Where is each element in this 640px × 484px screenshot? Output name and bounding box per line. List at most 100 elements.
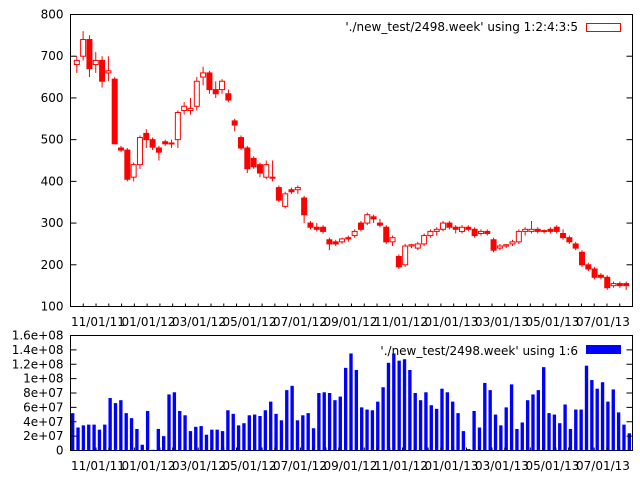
- candle-body-rising: [193, 80, 200, 107]
- candle: [269, 160, 276, 182]
- candle-body-rising: [263, 164, 270, 178]
- candle-body-falling: [162, 141, 169, 145]
- volume-bar: [301, 415, 305, 451]
- volume-bar: [220, 431, 225, 451]
- volume-bar: [242, 423, 246, 451]
- candle: [339, 237, 346, 244]
- candle: [357, 220, 364, 232]
- candle-body-falling: [332, 241, 339, 245]
- candle-body-rising: [351, 230, 358, 237]
- volume-bar: [113, 403, 118, 451]
- candle-body-falling: [345, 237, 352, 240]
- volume-bar: [504, 407, 508, 451]
- candle-body-rising: [402, 245, 409, 266]
- candle-body-falling: [99, 59, 106, 82]
- volume-legend-label: './new_test/2498.week' using 1:6: [380, 344, 578, 358]
- candle-body-falling: [547, 228, 554, 232]
- candle-body-rising: [219, 80, 226, 91]
- candle-body-falling: [313, 226, 320, 230]
- volume-y-tick-label: 0: [56, 444, 64, 458]
- candle-body-falling: [446, 222, 453, 228]
- candle-body-falling: [370, 216, 377, 220]
- volume-bar: [584, 365, 589, 451]
- volume-bar: [71, 413, 75, 451]
- candle: [553, 225, 560, 234]
- volume-bar: [472, 410, 476, 451]
- candle: [193, 77, 200, 111]
- candle: [256, 162, 263, 178]
- volume-bar: [151, 449, 155, 451]
- candle: [332, 239, 339, 247]
- volume-y-tick-label: 1.2e+08: [12, 357, 64, 371]
- candle-body-rising: [440, 222, 447, 230]
- volume-bar: [525, 400, 530, 451]
- candle-body-rising: [477, 230, 484, 235]
- volume-bar: [568, 428, 573, 451]
- candle-body-rising: [130, 164, 137, 178]
- candlestick-plot-frame: [70, 14, 633, 307]
- candle: [212, 81, 219, 98]
- volume-x-tick-label: 03/01/12: [172, 459, 226, 473]
- volume-bar: [434, 408, 439, 451]
- candle: [389, 235, 396, 247]
- volume-x-tick-label: 05/01/12: [223, 459, 277, 473]
- candle: [490, 237, 497, 253]
- candle: [572, 241, 579, 251]
- candle: [174, 110, 181, 148]
- candlestick-x-tick-label: 07/01/12: [273, 315, 327, 329]
- candle-body-rising: [282, 193, 289, 207]
- candlestick-x-tick-label: 01/01/13: [425, 315, 479, 329]
- volume-bar: [360, 407, 364, 451]
- candle: [528, 220, 535, 234]
- volume-bar: [306, 413, 310, 451]
- volume-bar: [392, 353, 396, 451]
- volume-bar: [606, 401, 610, 451]
- candle-body-falling: [244, 147, 251, 170]
- candle: [421, 233, 428, 247]
- volume-bar: [338, 396, 342, 451]
- candle-body-falling: [231, 120, 238, 126]
- candle: [294, 185, 301, 194]
- candlestick-x-tick-label: 03/01/13: [475, 315, 529, 329]
- candle-body-falling: [149, 139, 156, 148]
- volume-bar: [558, 423, 562, 451]
- candlestick-series: [73, 31, 630, 290]
- volume-bar: [413, 393, 417, 451]
- candlestick-y-tick-label: 200: [41, 258, 64, 272]
- candle: [503, 243, 510, 249]
- volume-bar: [103, 424, 107, 451]
- candlestick-y-axis: 100 200 300 400 500 600 700 800: [41, 8, 633, 314]
- candle: [250, 156, 257, 169]
- candle: [345, 235, 352, 242]
- volume-bar: [445, 392, 450, 451]
- candle: [237, 135, 244, 151]
- candle-body-falling: [256, 164, 263, 174]
- candle-body-falling: [206, 72, 213, 91]
- volume-x-tick-label: 01/01/13: [425, 459, 479, 473]
- candle-body-falling: [566, 237, 573, 243]
- candle: [433, 227, 440, 236]
- volume-bar: [188, 431, 193, 451]
- candle: [515, 229, 522, 244]
- candle-body-falling: [534, 228, 541, 232]
- volume-bar: [467, 449, 471, 451]
- candle: [446, 220, 453, 230]
- volume-bar: [386, 362, 391, 451]
- candle-body-rising: [294, 187, 301, 191]
- candle: [181, 102, 188, 115]
- volume-bar: [622, 424, 626, 451]
- candle: [509, 239, 516, 247]
- candle: [402, 243, 409, 267]
- volume-x-tick-label: 03/01/13: [475, 459, 529, 473]
- volume-bar: [215, 429, 219, 451]
- candle-body-rising: [427, 230, 434, 237]
- candle-body-falling: [86, 39, 93, 70]
- candle: [477, 229, 484, 236]
- volume-bar: [574, 409, 578, 451]
- candle-body-falling: [623, 283, 630, 287]
- candle: [143, 129, 150, 148]
- candle-body-rising: [105, 70, 112, 74]
- candle: [534, 227, 541, 234]
- candle: [244, 145, 251, 174]
